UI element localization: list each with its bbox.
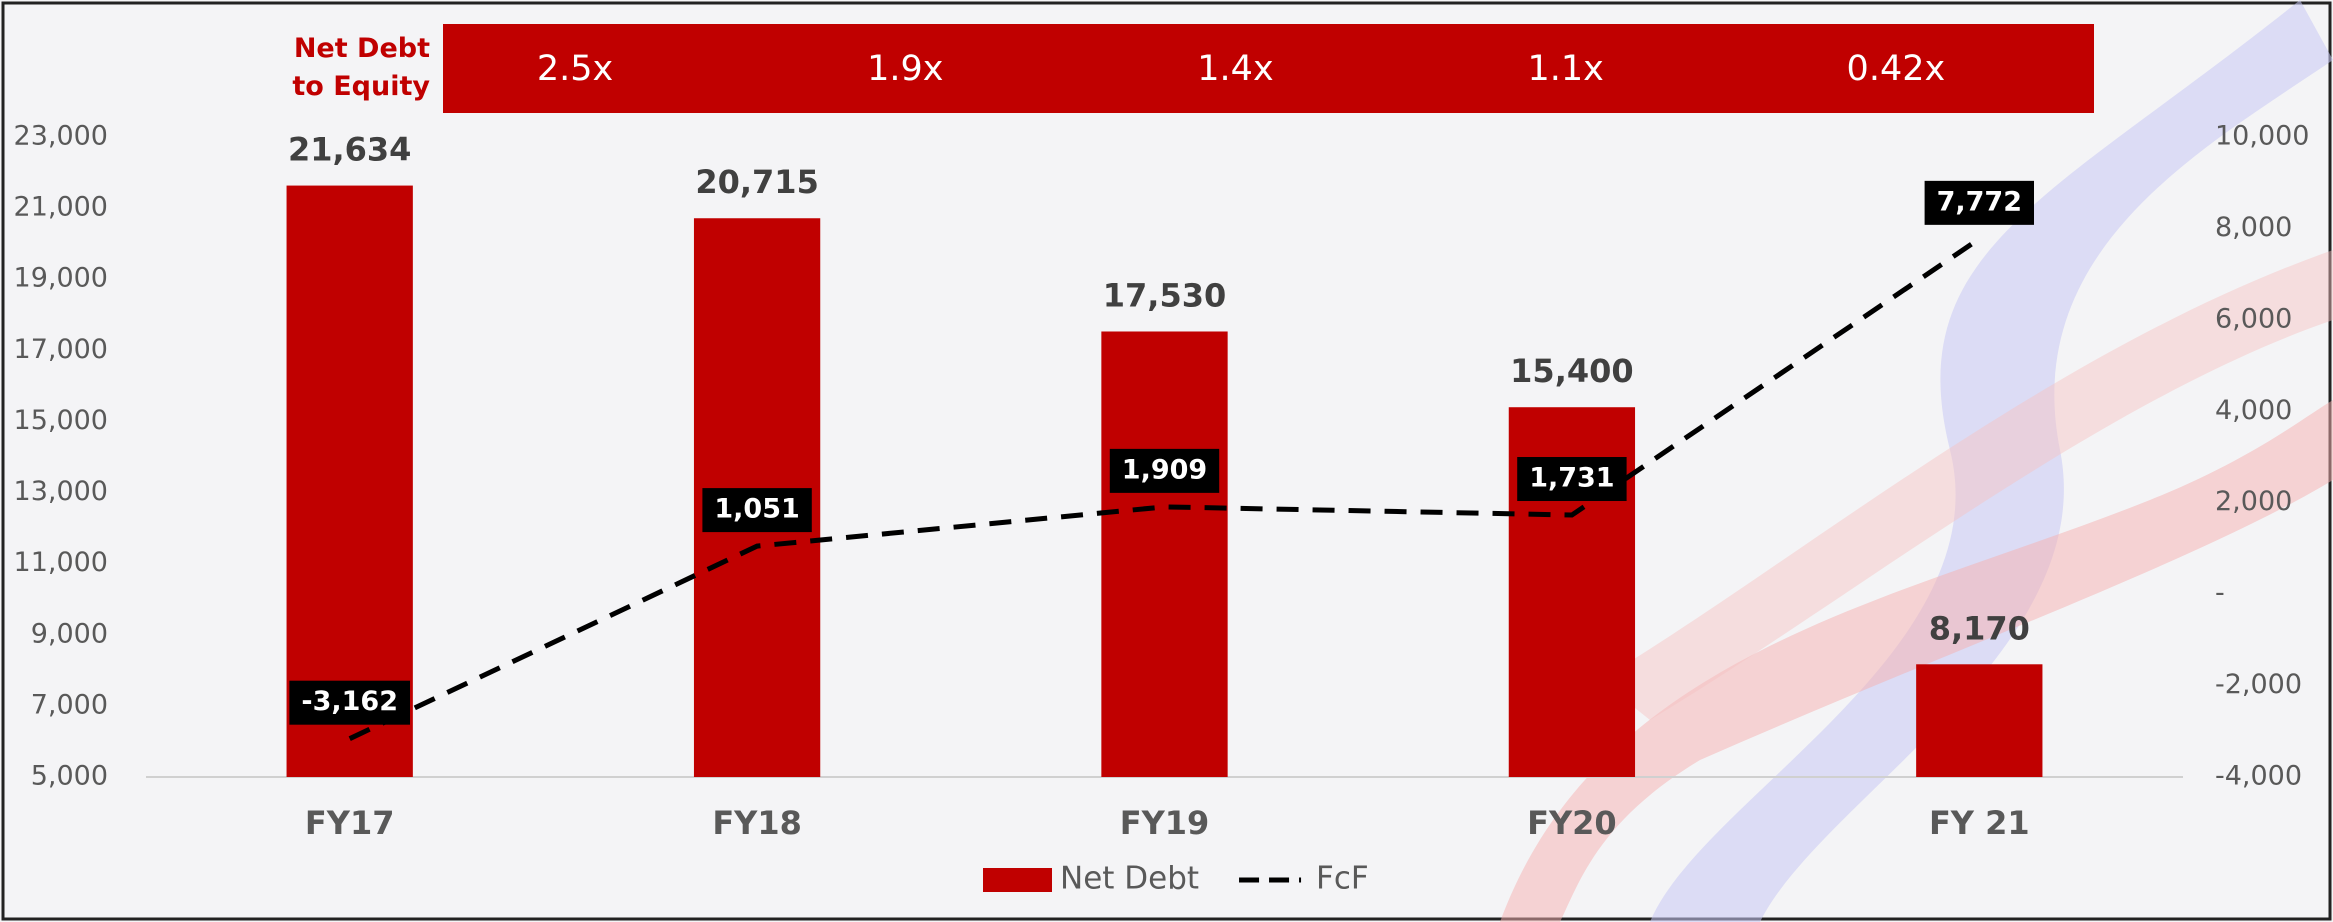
chart: 2.5x 1.9x 1.4x 1.1x 0.42x 5,000 7,000 9,000 11,0… <box>0 0 2333 922</box>
chart-page: 2.5x 1.9x 1.4x 1.1x 0.42x 5,000 7,000 9,000 11,0… <box>0 0 2333 922</box>
line-value-label: 1,731 <box>1529 463 1614 494</box>
y2-tick-label: - <box>2215 578 2225 609</box>
x-tick-label: FY19 <box>1120 804 1210 842</box>
y2-tick-label: 2,000 <box>2215 486 2292 517</box>
bar <box>1916 664 2042 777</box>
y-tick-label: 13,000 <box>14 476 108 507</box>
bar-value-label: 20,715 <box>695 163 818 201</box>
y-tick-label: 21,000 <box>14 192 108 223</box>
ratio-row-label: Net Debt to Equity <box>270 30 430 106</box>
bar-value-label: 8,170 <box>1929 609 2030 647</box>
line-value-label: 1,909 <box>1122 454 1207 485</box>
x-tick-label: FY 21 <box>1929 804 2030 842</box>
x-tick-label: FY17 <box>305 804 395 842</box>
y-tick-label: 7,000 <box>31 689 108 720</box>
y2-tick-label: -2,000 <box>2215 669 2302 700</box>
y2-tick-label: -4,000 <box>2215 761 2302 792</box>
line-value-label: -3,162 <box>301 686 398 717</box>
y2-tick-label: 6,000 <box>2215 303 2292 334</box>
y-tick-label: 23,000 <box>14 121 108 152</box>
bar <box>1101 331 1227 777</box>
x-tick-label: FY18 <box>712 804 802 842</box>
y2-tick-label: 4,000 <box>2215 395 2292 426</box>
x-tick-label: FY20 <box>1527 804 1617 842</box>
y-tick-label: 11,000 <box>14 547 108 578</box>
y-tick-label: 5,000 <box>31 761 108 792</box>
legend-swatch <box>983 868 1052 892</box>
ratio-value: 0.42x <box>1847 49 1946 89</box>
bar-value-label: 17,530 <box>1103 276 1226 314</box>
ratio-value: 1.1x <box>1527 49 1603 89</box>
ratio-value: 2.5x <box>537 49 613 89</box>
y-tick-label: 15,000 <box>14 405 108 436</box>
y-tick-label: 17,000 <box>14 334 108 365</box>
line-value-label: 7,772 <box>1937 186 2022 217</box>
y-tick-label: 19,000 <box>14 263 108 294</box>
legend-label: Net Debt <box>1060 861 1199 897</box>
y2-tick-label: 8,000 <box>2215 212 2292 243</box>
ratio-value: 1.4x <box>1197 49 1273 89</box>
line-value-label: 1,051 <box>714 494 799 525</box>
ratio-value: 1.9x <box>867 49 943 89</box>
y2-tick-label: 10,000 <box>2215 121 2309 152</box>
y-tick-label: 9,000 <box>31 618 108 649</box>
bar-value-label: 15,400 <box>1510 352 1633 390</box>
legend-label: FcF <box>1316 861 1369 897</box>
bar-value-label: 21,634 <box>288 131 411 169</box>
